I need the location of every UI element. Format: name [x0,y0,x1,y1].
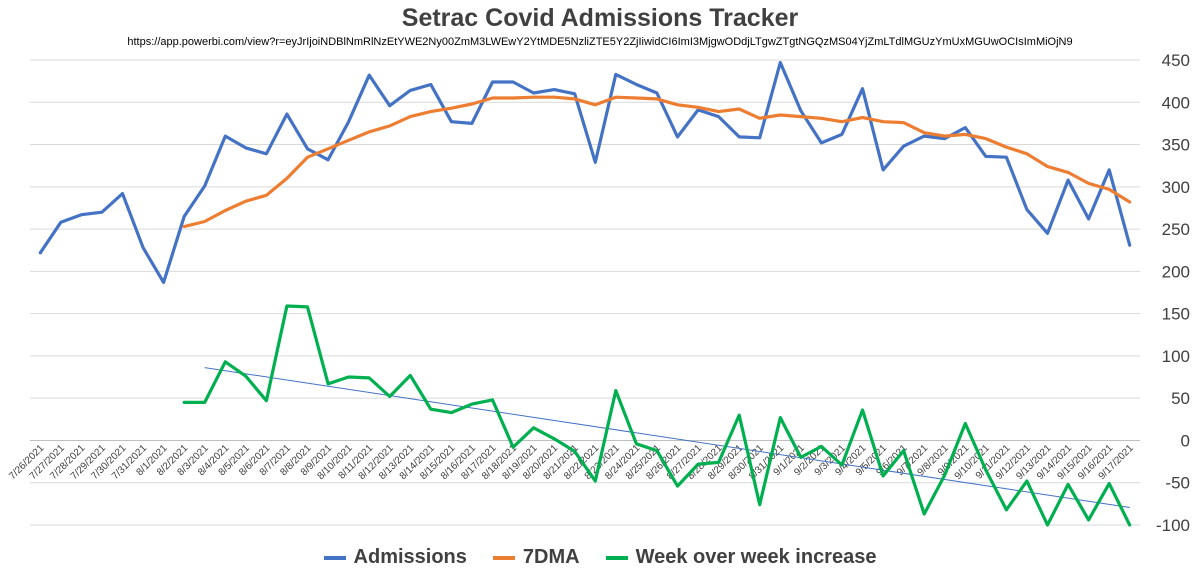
legend-swatch [605,555,628,560]
y-tick-label: 50 [1171,389,1190,408]
y-tick-label: 450 [1162,51,1190,70]
legend-item-admissions: Admissions [323,546,467,569]
y-tick-label: -100 [1156,516,1190,535]
y-tick-label: 100 [1162,347,1190,366]
series-line-7dma [182,95,1132,229]
y-tick-label: -50 [1165,474,1190,493]
y-tick-label: 300 [1162,178,1190,197]
legend-label: 7DMA [522,546,580,568]
chart-title: Setrac Covid Admissions Tracker [401,4,799,32]
y-tick-label: 0 [1181,431,1190,450]
y-axis-tick-labels: -100 -50 0 50 100 150 200 250 300 350 400 450 [1156,51,1190,535]
series-line-week-over-week-increase [182,304,1132,527]
legend-swatch [323,555,346,560]
y-tick-label: 200 [1162,262,1190,281]
gridlines [30,59,1140,526]
legend-item-week-over-week-increase: Week over week increase [605,546,877,569]
trendline-line [204,367,1130,508]
y-tick-label: 250 [1162,220,1190,239]
y-tick-label: 150 [1162,305,1190,324]
series-lines [38,60,1132,527]
y-tick-label: 350 [1162,136,1190,155]
legend-label: Week over week increase [635,546,877,568]
trendline [204,367,1130,508]
chart-subtitle: https://app.powerbi.com/view?r=eyJrIjoiN… [127,36,1073,48]
legend-swatch [492,555,515,560]
legend-item-7dma: 7DMA [492,546,580,569]
y-tick-label: 400 [1162,93,1190,112]
series-line-admissions [38,60,1132,284]
legend-label: Admissions [353,546,467,568]
legend: Admissions 7DMA Week over week increase [0,546,1200,569]
